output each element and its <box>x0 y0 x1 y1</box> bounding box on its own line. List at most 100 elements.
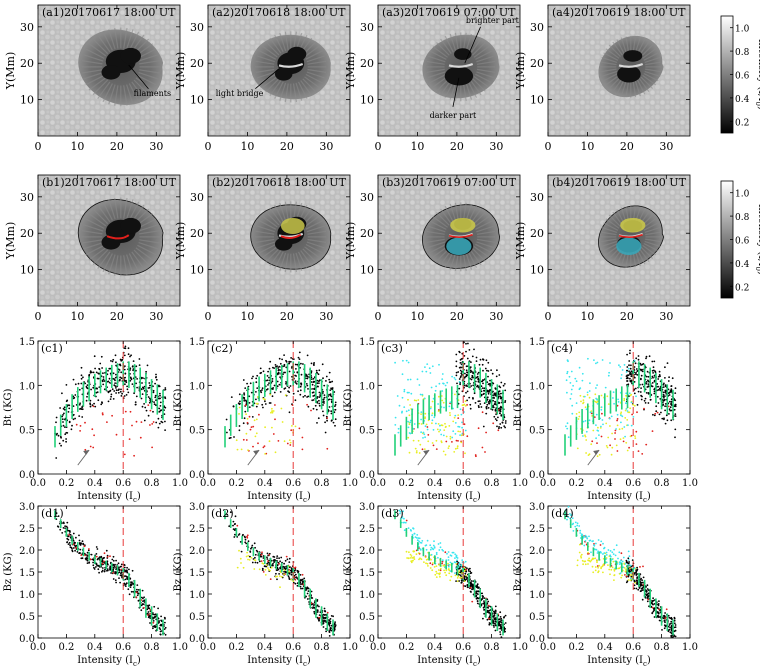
data-point-black <box>504 389 507 392</box>
data-point-red <box>616 419 618 422</box>
penumbral-filament <box>475 50 492 60</box>
data-point-black <box>503 425 506 427</box>
data-point-black <box>287 575 290 578</box>
data-point-black <box>486 369 488 372</box>
data-point-red <box>301 448 304 451</box>
data-point-black <box>661 629 663 631</box>
data-point-black <box>504 614 507 617</box>
data-point-red <box>301 573 304 576</box>
data-point-yellow <box>634 435 636 437</box>
y-tick-label: 1.0 <box>529 381 545 392</box>
data-point-yellow <box>414 447 417 450</box>
data-point-yellow <box>449 414 451 417</box>
data-point-black <box>289 360 292 363</box>
penumbral-filament <box>83 72 104 80</box>
penumbral-filament <box>258 243 277 254</box>
penumbral-filament <box>292 83 297 103</box>
data-point-black <box>330 388 333 390</box>
data-point-black <box>251 561 254 564</box>
data-point-black <box>159 394 161 397</box>
data-point-black <box>79 543 82 546</box>
data-point-cyan <box>569 397 572 400</box>
data-point-black <box>457 371 460 373</box>
data-point-cyan <box>600 406 603 408</box>
data-point-red <box>135 596 138 598</box>
light-bridge <box>278 232 304 238</box>
data-point-black <box>328 393 330 396</box>
x-tick-label: 30 <box>149 140 163 153</box>
data-point-black <box>651 600 654 603</box>
data-point-yellow <box>274 451 277 454</box>
data-point-cyan <box>595 397 597 400</box>
data-point-black <box>255 381 258 384</box>
data-point-yellow <box>407 436 410 439</box>
data-point-black <box>329 618 332 620</box>
red-region <box>106 234 130 240</box>
data-point-black <box>281 358 283 361</box>
data-point-black <box>152 385 154 388</box>
data-point-cyan <box>435 553 438 556</box>
data-point-red <box>293 576 296 578</box>
data-point-black <box>117 391 120 394</box>
row-c-panel-1: 0.0 0.2 0.4 0.6 0.8 1.00.00.51.01.5Bt (KG)Int… <box>3 337 188 504</box>
penumbral-filament <box>128 31 140 51</box>
data-point-yellow <box>270 411 272 414</box>
data-point-yellow <box>437 410 440 412</box>
penumbral-filament <box>131 251 145 270</box>
data-point-black <box>65 384 68 386</box>
data-point-black <box>102 376 105 378</box>
data-point-yellow <box>605 422 608 425</box>
data-point-yellow <box>626 419 629 421</box>
penumbral-filament <box>265 248 280 263</box>
data-point-yellow <box>430 406 432 408</box>
penumbral-filament <box>85 244 105 256</box>
data-point-black <box>88 373 91 376</box>
data-point-cyan <box>567 505 570 508</box>
data-point-cyan <box>401 396 404 399</box>
colorbar-tick-label: 0.2 <box>735 118 749 128</box>
penumbral-filament <box>261 45 278 58</box>
data-point-black <box>665 414 668 417</box>
data-point-black <box>471 588 473 591</box>
data-point-black <box>152 616 154 619</box>
data-point-black <box>256 561 259 564</box>
x-tick-label: 1.0 <box>342 642 358 653</box>
data-point-black <box>499 625 502 628</box>
data-point-black <box>325 375 328 378</box>
data-point-cyan <box>438 382 441 385</box>
data-point-yellow <box>606 395 609 398</box>
penumbral-filament <box>426 230 445 235</box>
data-point-black <box>668 394 671 396</box>
data-point-black <box>640 398 643 401</box>
data-point-black <box>279 376 281 378</box>
penumbral-filament <box>476 55 494 63</box>
data-point-black <box>306 592 309 595</box>
data-point-black <box>269 402 272 404</box>
data-point-black <box>260 391 263 394</box>
data-point-black <box>154 625 156 627</box>
data-point-black <box>92 386 95 389</box>
data-point-red <box>267 560 269 562</box>
x-tick-label: 10 <box>410 310 424 323</box>
data-point-black <box>645 355 648 358</box>
data-point-cyan <box>597 430 600 432</box>
data-point-black <box>123 566 126 569</box>
data-point-black <box>664 612 666 614</box>
data-point-black <box>629 371 632 374</box>
data-point-black <box>76 551 79 553</box>
penumbral-filament <box>133 249 150 266</box>
data-point-black <box>670 419 673 422</box>
y-tick-label: 30 <box>190 191 204 204</box>
data-point-black <box>333 411 336 414</box>
colorbar-tick-label: 0.8 <box>735 213 750 223</box>
data-point-cyan <box>623 426 626 428</box>
data-point-cyan <box>565 425 567 428</box>
data-point-black <box>465 365 468 368</box>
data-point-black <box>135 369 137 372</box>
plot-frame <box>37 340 181 475</box>
data-point-black <box>310 370 313 372</box>
penumbral-filament <box>612 211 623 226</box>
penumbral-filament <box>465 33 473 52</box>
data-point-black <box>673 635 675 637</box>
data-point-black <box>294 573 297 576</box>
